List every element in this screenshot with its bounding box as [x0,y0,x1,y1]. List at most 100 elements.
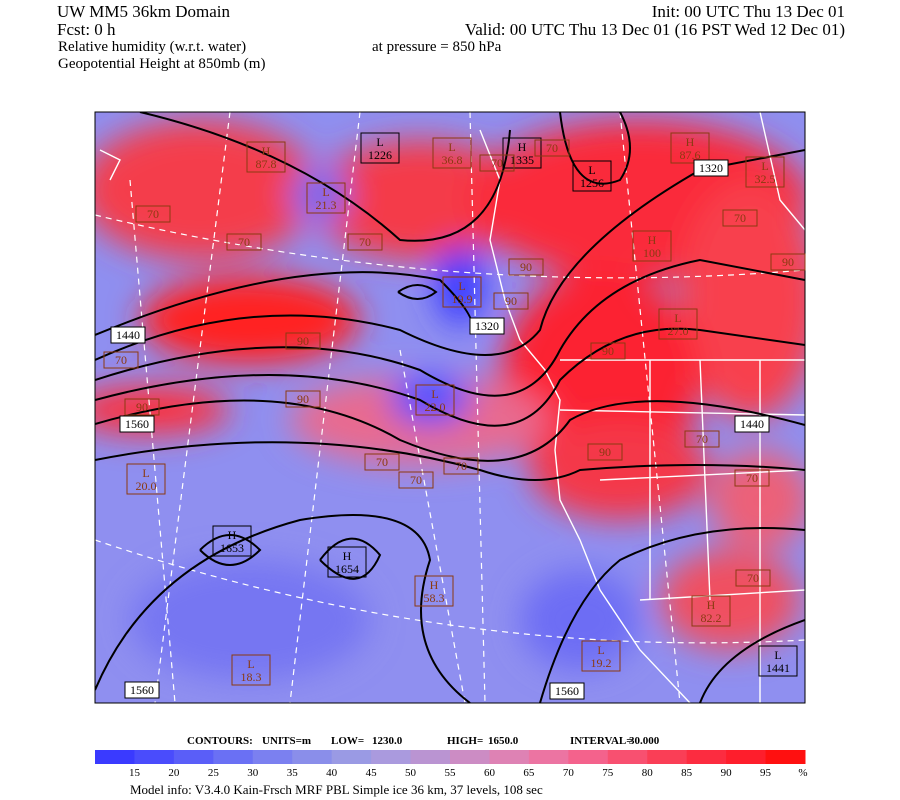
colorbar-tick: 65 [523,767,535,779]
pressure-center: L20.0 [126,463,166,495]
center-kind: L [247,657,254,671]
contour-info: CONTOURS: UNITS=m LOW= 1230.0 HIGH= 1650… [187,735,660,747]
colorbar-swatch [173,750,214,764]
rh-label: 90 [602,344,614,358]
pressure-center: H87.8 [246,141,286,173]
colorbar-swatch [607,750,648,764]
center-box [581,640,621,672]
rh-label-box [735,569,771,587]
colorbar-tick: 85 [681,767,693,779]
colorbar-swatch [410,750,451,764]
header: UW MM5 36km Domain Fcst: 0 h Init: 00 UT… [57,2,845,72]
center-box [670,132,710,164]
colorbar-tick: 90 [721,767,733,779]
rh-label: 90 [136,400,148,414]
rh-label: 70 [455,459,467,473]
colorbar-swatch [450,750,490,764]
height-label-box [469,317,505,335]
colorbar-unit: % [798,767,807,779]
rh-label: 70 [746,471,758,485]
colorbar-swatch [686,750,727,764]
center-box [432,137,472,169]
center-box [212,525,252,557]
colorbar-swatch [647,750,688,764]
rh-label-box [770,253,806,271]
rh-label: 90 [297,392,309,406]
center-kind: L [774,648,781,662]
colorbar-tick: 60 [484,767,496,779]
colorbar-tick: 70 [563,767,575,779]
rh-label-box [226,233,262,251]
rh-label-box [285,390,321,408]
center-kind: L [376,135,383,149]
pressure-center: L18.3 [231,654,271,686]
pressure-center: L36.8 [432,137,472,169]
pressure-center: L19.2 [581,640,621,672]
valid-time: Valid: 00 UTC Thu 13 Dec 01 (16 PST Wed … [465,20,845,39]
center-value: 27.0 [668,324,689,338]
info-label: CONTOURS: [187,735,253,747]
center-value: 19.9 [452,292,473,306]
height-label: 1560 [130,683,154,697]
height-label: 1320 [475,319,499,333]
rh-label-box [398,471,434,489]
center-value: 1653 [220,541,244,555]
height-label: 1440 [740,417,764,431]
colorbar: 15 20 25 30 35 40 45 50 55 60 65 70 75 80 85 90 95% [95,750,808,779]
colorbar-swatch [292,750,333,764]
center-value: 1654 [335,562,359,576]
center-kind: H [430,578,439,592]
center-kind: H [648,233,657,247]
map-frame [94,111,806,704]
pressure-center: H82.2 [691,595,731,627]
center-box [745,156,785,188]
center-value: 87.6 [680,148,701,162]
rh-label-box [347,233,383,251]
rh-label-box [508,258,544,276]
center-box [126,463,166,495]
center-box [658,308,698,340]
center-box [691,595,731,627]
colorbar-tick: 20 [168,767,180,779]
rh-label: 70 [546,141,558,155]
rh-label-box [590,342,626,360]
center-kind: L [597,643,604,657]
colorbar-tick: 75 [602,767,614,779]
center-value: 58.3 [424,591,445,605]
center-box [632,230,672,262]
center-kind: L [448,140,455,154]
rh-label: 90 [505,294,517,308]
colorbar-tick: 15 [129,767,141,779]
center-box [415,384,455,416]
pressure-center: L21.3 [306,182,346,214]
center-value: 1226 [368,148,392,162]
center-box [442,276,482,308]
height-label: 1560 [125,417,149,431]
rh-label-box [103,351,139,369]
height-label-box [119,415,155,433]
center-kind: L [142,466,149,480]
center-kind: L [588,163,595,177]
height-label-box [110,326,146,344]
rh-label: 70 [491,156,503,170]
height-label-box [549,682,585,700]
colorbar-tick: 25 [208,767,220,779]
center-value: 20.0 [136,479,157,493]
colorbar-swatch [213,750,254,764]
colorbar-tick: 55 [445,767,457,779]
height-label: 1440 [116,328,140,342]
center-box [572,160,612,192]
info-label: HIGH= [447,735,483,747]
center-box [306,182,346,214]
footer: Model info: V3.4.0 Kain-Frsch MRF PBL Si… [130,782,543,797]
forecast-hour: Fcst: 0 h [57,20,116,39]
center-kind: H [228,528,237,542]
colorbar-tick: 45 [366,767,378,779]
init-time: Init: 00 UTC Thu 13 Dec 01 [652,2,845,21]
pressure-center: H87.6 [670,132,710,164]
info-value: 1650.0 [488,735,519,747]
rh-label: 70 [359,235,371,249]
field-name: Relative humidity (w.r.t. water) [58,39,246,55]
colorbar-tick: 95 [760,767,772,779]
